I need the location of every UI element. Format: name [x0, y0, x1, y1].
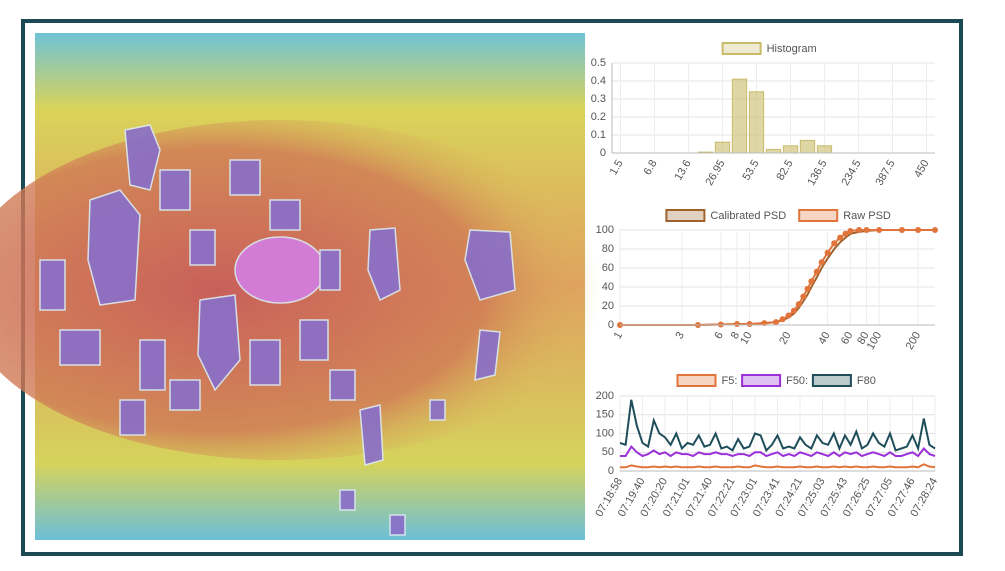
x-tick-label: 8 — [729, 330, 742, 341]
y-tick-label: 100 — [596, 427, 614, 439]
y-tick-label: 0.2 — [591, 111, 606, 123]
point — [734, 321, 741, 328]
point — [876, 227, 883, 233]
line — [620, 444, 936, 458]
x-tick-label: 53.5 — [741, 158, 762, 183]
x-tick-label: 136.5 — [805, 158, 829, 188]
bar — [816, 145, 833, 154]
y-tick-label: 0.5 — [591, 57, 606, 69]
y-tick-label: 0 — [608, 319, 614, 331]
x-tick-label: 6 — [712, 330, 725, 341]
y-tick-label: 100 — [596, 224, 614, 236]
point — [856, 227, 863, 233]
bar — [714, 141, 731, 154]
legend-label: Raw PSD — [843, 210, 891, 222]
point — [800, 293, 807, 300]
legend-label: Histogram — [767, 43, 817, 55]
point — [773, 319, 780, 326]
x-tick-label: 82.5 — [775, 158, 796, 183]
x-tick-label: 10 — [738, 330, 755, 347]
y-tick-label: 150 — [596, 409, 614, 421]
x-tick-label: 26.95 — [703, 158, 727, 188]
point — [863, 227, 870, 233]
legend-swatch — [811, 374, 852, 387]
charts: Histogram 0 0.1 0.2 0.3 0.4 0.5 1.5 6.8 13.6 26.95… — [591, 42, 940, 519]
point — [804, 285, 811, 292]
legend-swatch — [741, 374, 782, 387]
point — [915, 227, 922, 233]
legend-label: F80 — [857, 375, 876, 387]
x-tick-label: 3 — [673, 330, 686, 341]
x-tick-label: 1 — [612, 330, 625, 341]
point — [898, 227, 905, 233]
point — [842, 230, 849, 237]
point — [808, 278, 815, 285]
bar — [799, 139, 816, 154]
line — [620, 229, 935, 326]
legend-swatch — [721, 42, 762, 55]
legend-swatch — [798, 209, 839, 222]
point — [831, 240, 838, 247]
y-tick-label: 20 — [602, 300, 614, 312]
y-tick-label: 80 — [602, 243, 614, 255]
point — [746, 321, 753, 328]
y-tick-label: 0.1 — [591, 129, 606, 141]
y-tick-label: 0.3 — [591, 93, 606, 105]
bar — [748, 91, 765, 154]
point — [818, 259, 825, 266]
point — [847, 227, 854, 234]
point — [837, 234, 844, 241]
legend-label: F50: — [786, 375, 808, 387]
y-tick-label: 0 — [608, 465, 614, 477]
legend-label: Calibrated PSD — [710, 210, 786, 222]
y-tick-label: 40 — [602, 281, 614, 293]
x-tick-label: 450 — [912, 158, 932, 180]
x-tick-label: 6.8 — [642, 158, 660, 177]
y-tick-label: 60 — [602, 262, 614, 274]
x-tick-label: 13.6 — [673, 158, 694, 183]
point — [813, 268, 820, 275]
point — [785, 312, 792, 319]
y-tick-label: 50 — [602, 446, 614, 458]
point — [932, 227, 938, 233]
x-tick-label: 234.5 — [839, 158, 863, 188]
x-tick-label: 60 — [839, 330, 856, 347]
line — [620, 463, 936, 469]
y-tick-label: 0 — [600, 147, 606, 159]
line — [619, 399, 936, 453]
point — [824, 249, 831, 256]
bar — [731, 78, 748, 154]
x-tick-label: 100 — [865, 330, 885, 352]
point — [779, 316, 786, 323]
point — [795, 301, 802, 308]
legend-swatch — [676, 374, 717, 387]
x-tick-label: 1.5 — [608, 158, 626, 177]
x-tick-label: 200 — [904, 330, 924, 352]
x-tick-label: 20 — [777, 330, 794, 347]
y-tick-label: 0.4 — [591, 75, 606, 87]
x-tick-label: 80 — [855, 330, 872, 347]
x-tick-label: 40 — [816, 330, 833, 347]
line — [620, 229, 935, 326]
legend-label: F5: — [722, 375, 738, 387]
x-tick-label: 387.5 — [873, 158, 897, 188]
camera-image — [0, 33, 600, 540]
point — [790, 307, 797, 314]
bar — [765, 148, 782, 154]
y-tick-label: 200 — [596, 390, 614, 402]
bar — [782, 145, 799, 154]
legend-swatch — [665, 209, 706, 222]
